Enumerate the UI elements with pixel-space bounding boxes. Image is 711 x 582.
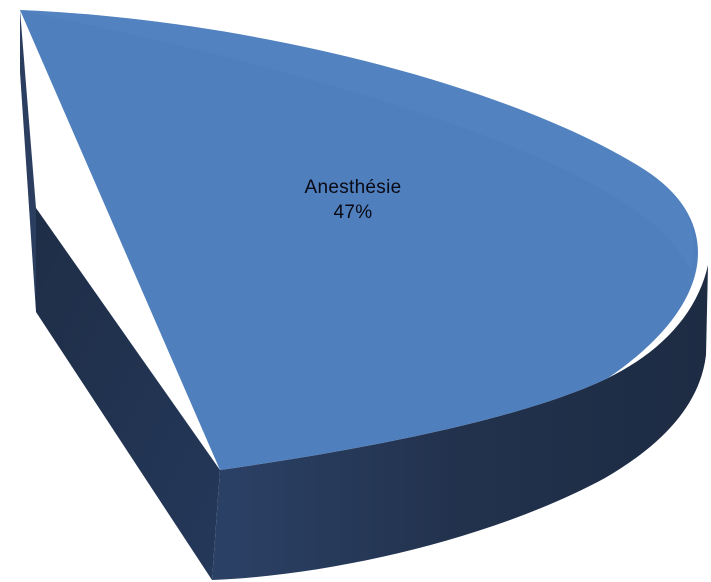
slice-label-value: 47%: [333, 202, 373, 223]
slice-side-cut: [36, 208, 220, 580]
pie-slice-anesthesie: [20, 10, 698, 470]
slice-side-rim: [212, 265, 708, 580]
slice-highlight: [20, 10, 694, 270]
slice-side-apex: [20, 10, 36, 312]
slice-label-name: Anesthésie: [304, 177, 402, 198]
slice-label: Anesthésie 47%: [253, 175, 453, 225]
